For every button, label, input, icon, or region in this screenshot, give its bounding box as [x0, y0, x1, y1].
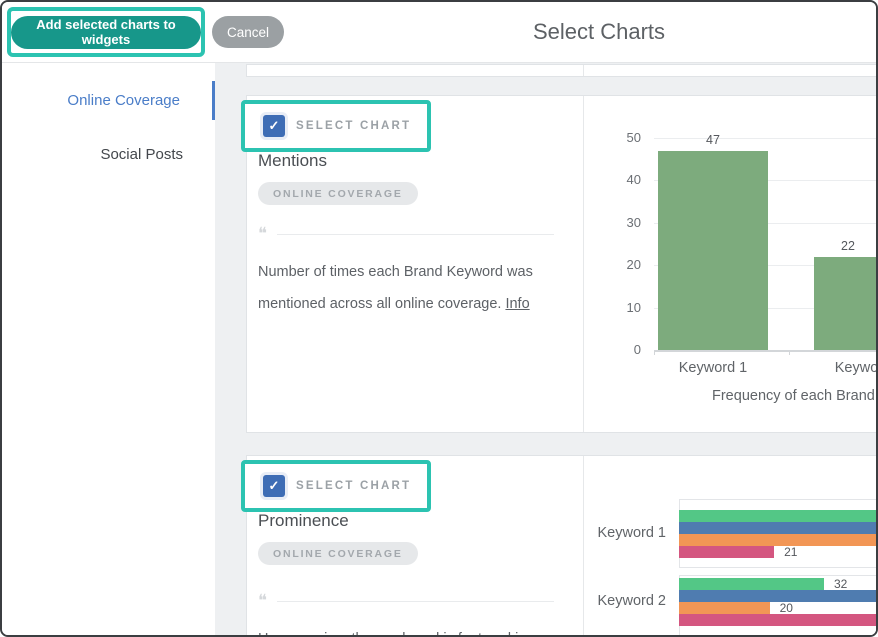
quote-icon: ❝	[258, 590, 268, 611]
y-category-label: Keyword 2	[597, 593, 666, 609]
axis-tick	[789, 350, 790, 355]
bar-keyword-1	[658, 150, 768, 350]
prominence-chart: Keyword 1 21 Keyword 2 32 20	[583, 456, 876, 635]
chart-card-prominence: ✓ SELECT CHART Prominence ONLINE COVERAG…	[241, 455, 876, 635]
add-charts-button[interactable]: Add selected charts to widgets	[11, 15, 201, 49]
cancel-button[interactable]: Cancel	[212, 16, 285, 48]
select-chart-label: SELECT CHART	[296, 120, 412, 132]
x-axis-line	[654, 350, 876, 352]
quote-icon: ❝	[258, 223, 268, 244]
hbar-blue	[679, 590, 876, 602]
category-badge: ONLINE COVERAGE	[258, 542, 418, 565]
card-description: How prominently your brand is featured i…	[258, 623, 574, 635]
page-title: Select Charts	[532, 19, 666, 44]
y-category-label: Keyword 1	[597, 525, 666, 541]
chart-list-scroll-area[interactable]: ✓ SELECT CHART Mentions ONLINE COVERAGE …	[215, 63, 876, 635]
chart-card-mentions: ✓ SELECT CHART Mentions ONLINE COVERAGE …	[241, 95, 876, 433]
sidebar: Online Coverage Social Posts	[2, 63, 215, 635]
header: Add selected charts to widgets Cancel Se…	[2, 2, 876, 63]
bar-value-label: 21	[784, 545, 798, 559]
category-badge: ONLINE COVERAGE	[258, 182, 418, 205]
hbar-green	[679, 578, 824, 590]
mentions-chart: 0 10 20 30 40 50 47 22 Keyword 1 Keyword 2 Frequen…	[583, 96, 876, 432]
bar-value-label: 20	[779, 601, 793, 615]
y-tick-label: 0	[633, 342, 641, 357]
select-chart-label: SELECT CHART	[296, 480, 412, 492]
hbar-pink	[679, 614, 876, 626]
divider-rule	[277, 233, 554, 235]
hbar-orange	[679, 534, 876, 546]
card-partial-scrolled	[246, 64, 876, 77]
info-link[interactable]: Info	[505, 296, 530, 312]
hbar-pink	[679, 546, 775, 558]
divider-rule	[277, 600, 554, 602]
axis-tick	[654, 350, 655, 355]
y-tick-label: 20	[626, 257, 641, 273]
bar-keyword-2	[814, 256, 876, 350]
bar-value-label: 22	[841, 238, 855, 253]
checkbox-checked-icon[interactable]: ✓	[263, 115, 285, 137]
x-category-label: Keyword 1	[678, 360, 748, 376]
sidebar-item-social-posts[interactable]: Social Posts	[100, 146, 183, 163]
sidebar-item-online-coverage[interactable]: Online Coverage	[2, 81, 215, 120]
bar-value-label: 47	[706, 132, 720, 147]
y-tick-label: 50	[626, 130, 641, 145]
card-title: Mentions	[258, 151, 327, 170]
gridline	[654, 138, 876, 139]
add-charts-highlight-box: Add selected charts to widgets	[7, 7, 205, 57]
hbar-orange	[679, 602, 770, 614]
hbar-blue	[679, 522, 876, 534]
y-tick-label: 30	[626, 214, 641, 230]
bar-value-label: 32	[833, 577, 848, 591]
y-tick-label: 40	[626, 172, 641, 188]
card-description: Number of times each Brand Keyword was m…	[258, 264, 533, 312]
x-category-label: Keyword 2	[834, 360, 876, 376]
card-title: Prominence	[258, 511, 349, 530]
select-chart-checkbox-row[interactable]: ✓ SELECT CHART	[241, 460, 431, 512]
checkbox-checked-icon[interactable]: ✓	[263, 475, 285, 497]
select-chart-checkbox-row[interactable]: ✓ SELECT CHART	[241, 100, 431, 152]
hbar-green	[679, 510, 876, 522]
chart-caption: Frequency of each Brand Keyword	[712, 388, 876, 404]
y-tick-label: 10	[626, 299, 641, 315]
